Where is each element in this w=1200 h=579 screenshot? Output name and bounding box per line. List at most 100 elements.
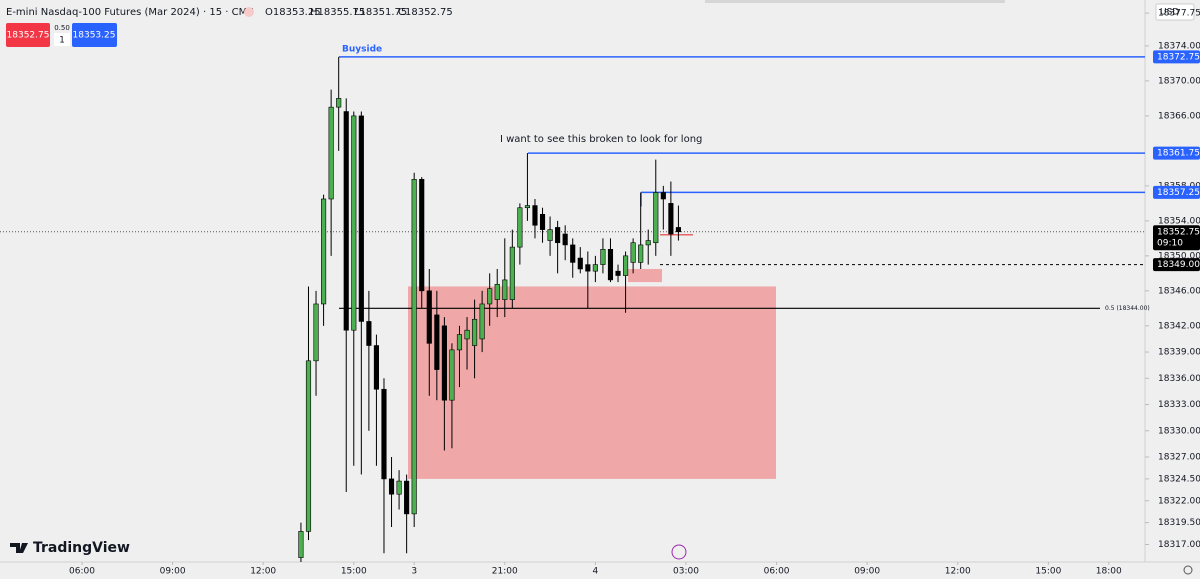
y-tick-label: 18346.00: [1158, 286, 1200, 296]
candle-body: [547, 229, 553, 241]
candle-body: [449, 349, 455, 401]
candle-body: [328, 106, 334, 200]
x-tick-label: 12:00: [250, 567, 276, 577]
y-tick-label: 18350.00: [1158, 251, 1200, 261]
candle-body: [343, 111, 349, 331]
y-tick-label: 18366.00: [1158, 111, 1200, 121]
candle-body: [404, 480, 410, 515]
zone: [408, 286, 776, 479]
candle-body: [305, 360, 312, 532]
quantity[interactable]: 1: [59, 36, 65, 46]
y-tick-label: 18370.00: [1158, 76, 1200, 86]
currency[interactable]: USD: [1160, 8, 1179, 18]
x-tick-label: 09:00: [854, 567, 880, 577]
candle-body: [373, 345, 379, 390]
icon: [244, 7, 254, 17]
candle-body: [509, 246, 515, 300]
x-tick-label: 3: [411, 567, 417, 577]
x-tick-label: 4: [593, 567, 599, 577]
price-badge-label: 18372.75: [1157, 52, 1200, 62]
candle-body: [600, 248, 606, 265]
spread: 0.50: [54, 24, 70, 32]
candle-body: [434, 314, 440, 370]
candle-body: [653, 192, 659, 244]
price-badge-label: 18349.00: [1157, 260, 1200, 270]
candle-body: [321, 198, 327, 305]
buy-button[interactable]: [72, 23, 117, 47]
price-badge-label: 18361.75: [1157, 149, 1200, 159]
candle-body: [638, 244, 644, 263]
price-badge: [1153, 146, 1200, 160]
candle-body: [532, 205, 538, 226]
candle-body: [298, 531, 304, 558]
y-tick-label: 18327.00: [1158, 453, 1200, 463]
countdown: 09:10: [1157, 238, 1183, 248]
settings-icon[interactable]: [1183, 565, 1193, 575]
price-badge: [1153, 50, 1200, 64]
x-tick-label: 12:00: [945, 567, 971, 577]
symbol-title: E-mini Nasdaq-100 Futures (Mar 2024) · 1…: [6, 7, 254, 18]
candle-body: [517, 207, 523, 248]
price-badge: [1153, 225, 1200, 251]
candle-body: [577, 257, 583, 270]
x-tick-label: 15:00: [341, 567, 367, 577]
ohlc-o: O18353.25: [265, 7, 321, 18]
candle-body: [472, 318, 478, 346]
x-tick-label: 18:00: [1096, 567, 1122, 577]
ohlc-c: C18352.75: [398, 7, 453, 18]
x-tick-label: 06:00: [764, 567, 790, 577]
candle-body: [539, 214, 546, 230]
candle-body: [396, 480, 402, 495]
currency-box[interactable]: [1155, 3, 1195, 21]
x-tick-label: 21:00: [492, 567, 518, 577]
candle-body: [615, 270, 621, 276]
zone: [628, 268, 662, 283]
candle-body: [555, 227, 561, 244]
logo-icon: [10, 543, 28, 553]
ask[interactable]: 18353.25: [73, 31, 116, 41]
y-tick-label: 18354.00: [1158, 216, 1200, 226]
toolbar-edge: [705, 0, 1005, 3]
candle-body: [645, 240, 651, 246]
fib-label: 0.5 (18344.00): [1105, 305, 1150, 312]
candle-body: [456, 334, 463, 351]
y-tick-label: 18324.50: [1158, 474, 1200, 484]
y-tick-label: 18336.00: [1158, 374, 1200, 384]
x-tick-label: 15:00: [1035, 567, 1061, 577]
plot: 0.5 (18344.00) Buyside I want to see this …: [0, 12, 1150, 565]
candle-body: [479, 303, 485, 340]
candle-body: [487, 288, 493, 305]
y-tick-label: 18319.50: [1158, 518, 1200, 528]
candle-body: [630, 242, 636, 263]
candle-body: [381, 388, 387, 480]
y-tick-label: 18339.00: [1158, 348, 1200, 358]
x-tick-label: 06:00: [69, 567, 95, 577]
bid[interactable]: 18352.75: [7, 31, 50, 41]
brand: TradingView: [33, 540, 130, 556]
y-tick-label: 18317.00: [1158, 540, 1200, 550]
candle-body: [426, 290, 432, 344]
candle-body: [351, 115, 357, 331]
y-tick-label: 18377.75: [1158, 9, 1200, 19]
candle-body: [441, 325, 447, 401]
price-axis-bg: [1145, 0, 1200, 579]
y-tick-label: 18330.00: [1158, 426, 1200, 436]
candle-body: [607, 248, 614, 281]
y-tick-label: 18374.00: [1158, 41, 1200, 51]
candle-body: [675, 227, 681, 233]
y-tick-label: 18342.00: [1158, 321, 1200, 331]
qty-box[interactable]: [54, 33, 70, 46]
candle-body: [388, 478, 395, 495]
candle-body: [585, 264, 591, 272]
price-badge: [1153, 185, 1200, 199]
sell-button[interactable]: [6, 23, 50, 47]
candle-body: [660, 192, 666, 200]
ohlc-l: L18351.75: [354, 7, 407, 18]
candle-body: [592, 264, 598, 272]
event-icon[interactable]: [671, 544, 687, 560]
candle-body: [570, 244, 576, 263]
candle-body: [411, 179, 417, 515]
candle-body: [623, 255, 629, 276]
candle-body: [562, 233, 568, 246]
